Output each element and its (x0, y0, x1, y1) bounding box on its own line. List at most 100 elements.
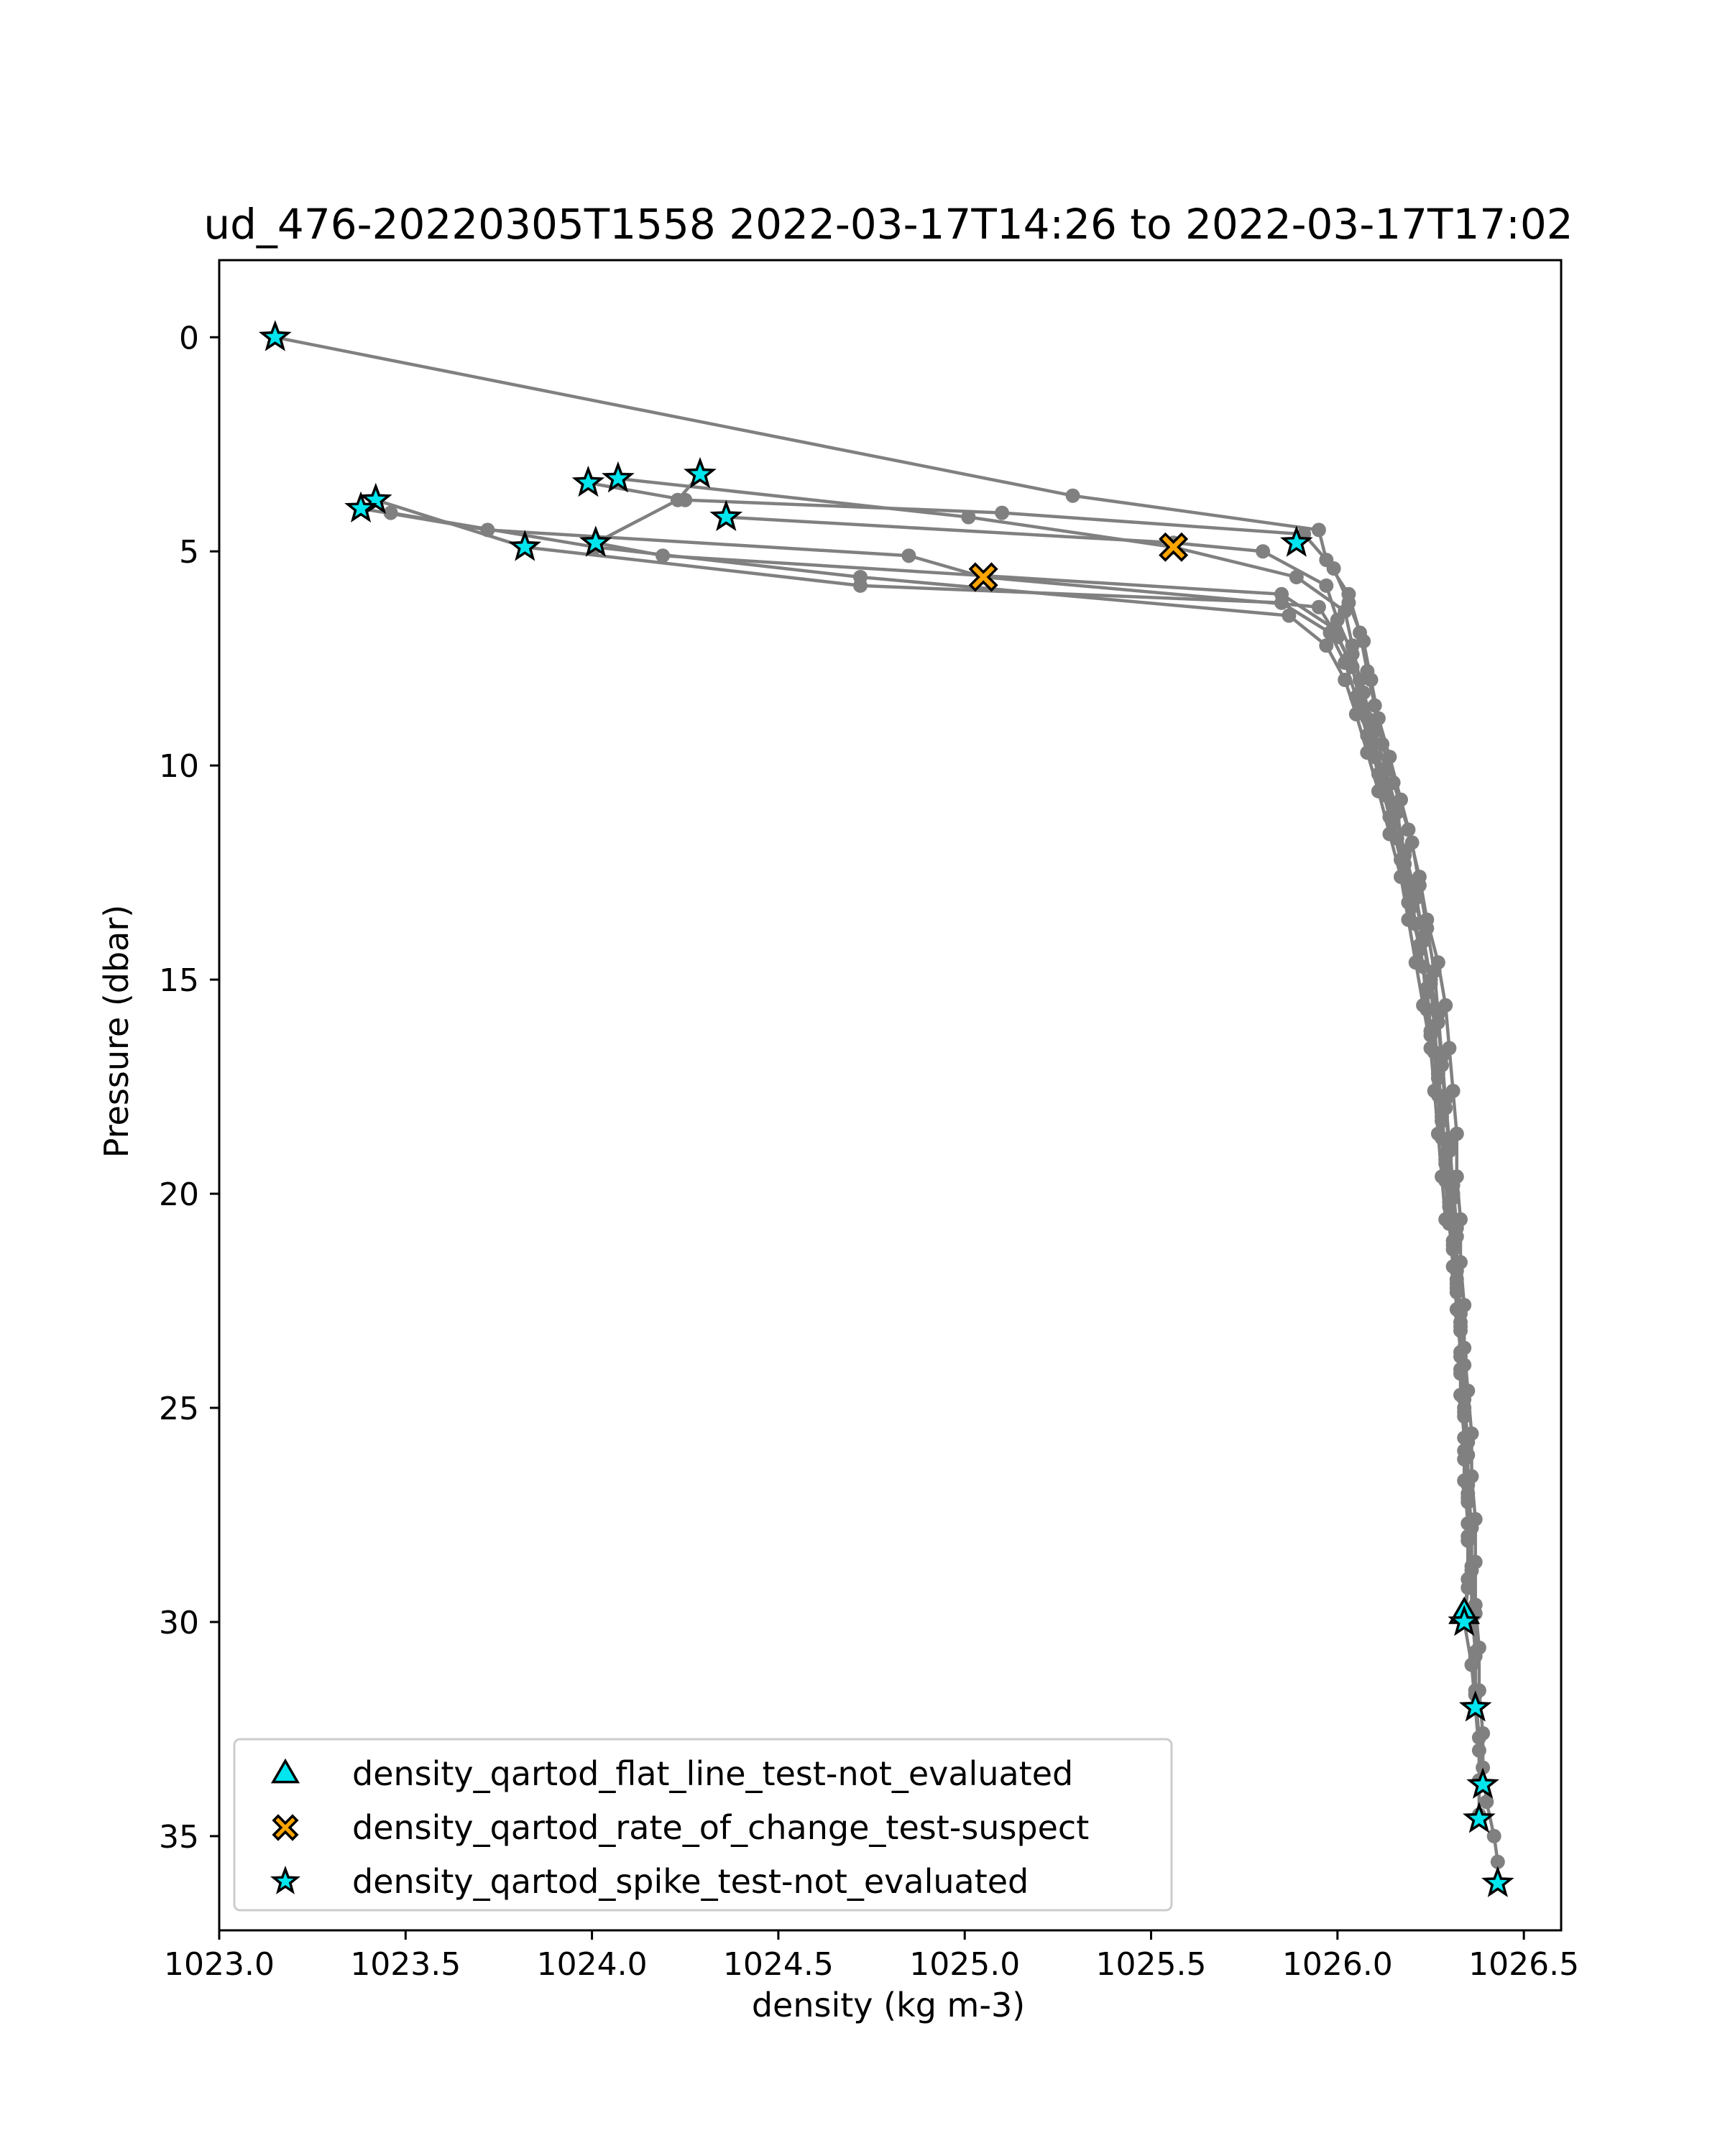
data-point (1464, 1563, 1479, 1578)
data-point (1394, 870, 1408, 885)
star-flag-marker (602, 461, 635, 493)
data-point (1460, 1478, 1476, 1493)
y-tick-label: 10 (159, 748, 199, 785)
star-flag-marker (508, 530, 542, 561)
data-point (678, 492, 693, 507)
data-point (853, 570, 868, 584)
data-point (1319, 638, 1334, 653)
star-flag-marker (1481, 1866, 1514, 1897)
data-point (1330, 612, 1345, 627)
data-point (1453, 1349, 1468, 1364)
x-flag-marker (968, 562, 998, 592)
data-point (1416, 998, 1431, 1013)
data-point (1457, 1452, 1472, 1467)
star-flag-marker (258, 320, 292, 351)
plot-frame (218, 259, 1563, 1932)
data-point (1423, 1028, 1438, 1043)
data-point (1345, 660, 1360, 675)
x-tick-label: 1025.5 (1096, 1946, 1207, 1983)
star-flag-marker (1458, 1690, 1492, 1722)
y-tick-label: 15 (159, 962, 199, 999)
data-point (1375, 771, 1390, 786)
data-point (1363, 673, 1379, 687)
data-point (1401, 822, 1416, 837)
plot-background (219, 260, 1561, 1930)
data-point (1401, 912, 1416, 927)
data-point (1490, 1854, 1505, 1869)
data-point (1460, 1580, 1476, 1595)
y-tick-label: 35 (159, 1819, 199, 1856)
data-point (901, 548, 916, 563)
chart-title: ud_476-20220305T1558 2022-03-17T14:26 to… (203, 200, 1573, 249)
data-point (1460, 1495, 1476, 1510)
data-point (1404, 835, 1420, 850)
data-point (1338, 673, 1353, 687)
data-point (1386, 775, 1401, 790)
data-point (1341, 595, 1356, 610)
data-point (1460, 1434, 1476, 1450)
data-point (1360, 745, 1375, 760)
y-tick-label: 0 (179, 320, 199, 356)
data-point (1408, 955, 1423, 970)
data-point (1289, 570, 1304, 584)
data-point (1460, 1533, 1476, 1548)
data-point (1412, 942, 1427, 957)
data-point (1348, 706, 1363, 722)
x-tick-label: 1026.5 (1468, 1946, 1579, 1983)
data-point (656, 548, 671, 563)
y-axis-label: Pressure (dbar) (97, 905, 136, 1158)
data-point (1394, 792, 1408, 807)
data-point (1311, 599, 1326, 614)
data-point (1311, 522, 1326, 538)
data-point (1435, 1049, 1449, 1064)
data-point (1427, 964, 1442, 979)
data-point (995, 505, 1010, 520)
data-point (1442, 1199, 1457, 1214)
x-tick-label: 1025.0 (909, 1946, 1020, 1983)
data-point (383, 505, 398, 520)
data-point (1486, 1828, 1501, 1843)
data-point (1404, 899, 1420, 914)
data-point (1412, 878, 1427, 893)
x-tick-label: 1023.5 (350, 1946, 461, 1983)
star-flag-marker (1463, 1802, 1496, 1833)
x-tick-label: 1024.0 (537, 1946, 648, 1983)
data-point (1356, 634, 1371, 649)
star-flag-marker (579, 525, 612, 557)
data-point (1453, 1323, 1468, 1338)
data-point (1430, 1126, 1445, 1141)
data-point (1430, 1071, 1445, 1086)
y-tick-label: 20 (159, 1176, 199, 1213)
legend: density_qartod_flat_line_test-not_evalua… (233, 1738, 1173, 1912)
data-point (1382, 826, 1397, 842)
data-point (1453, 1366, 1468, 1381)
data-point (1382, 750, 1397, 765)
data-point (1274, 595, 1289, 610)
data-point (1319, 578, 1334, 593)
data-point (480, 522, 495, 538)
star-flag-marker (709, 499, 743, 531)
data-point (1397, 857, 1412, 872)
data-point (1457, 1409, 1472, 1424)
data-point (1420, 921, 1435, 936)
legend-entry-label: density_qartod_spike_test-not_evaluated (352, 1862, 1029, 1901)
data-point (961, 510, 976, 525)
data-point (1420, 985, 1435, 1000)
data-point (1353, 673, 1367, 687)
data-point (1256, 544, 1271, 559)
data-point (1449, 1285, 1464, 1300)
data-point (1423, 1041, 1438, 1056)
data-point (1449, 1263, 1464, 1279)
x-tick-label: 1024.5 (723, 1946, 834, 1983)
legend-star-marker (270, 1866, 300, 1894)
data-point (1453, 1306, 1468, 1321)
x-axis-label: density (kg m-3) (752, 1986, 1025, 2024)
data-point (1371, 711, 1386, 726)
data-point (1479, 1795, 1494, 1810)
data-point (1353, 694, 1367, 709)
plot-area (218, 259, 1563, 1932)
data-point (1442, 1135, 1457, 1150)
data-point (1435, 1113, 1449, 1128)
data-point (1438, 1156, 1453, 1171)
data-point (1065, 488, 1080, 503)
